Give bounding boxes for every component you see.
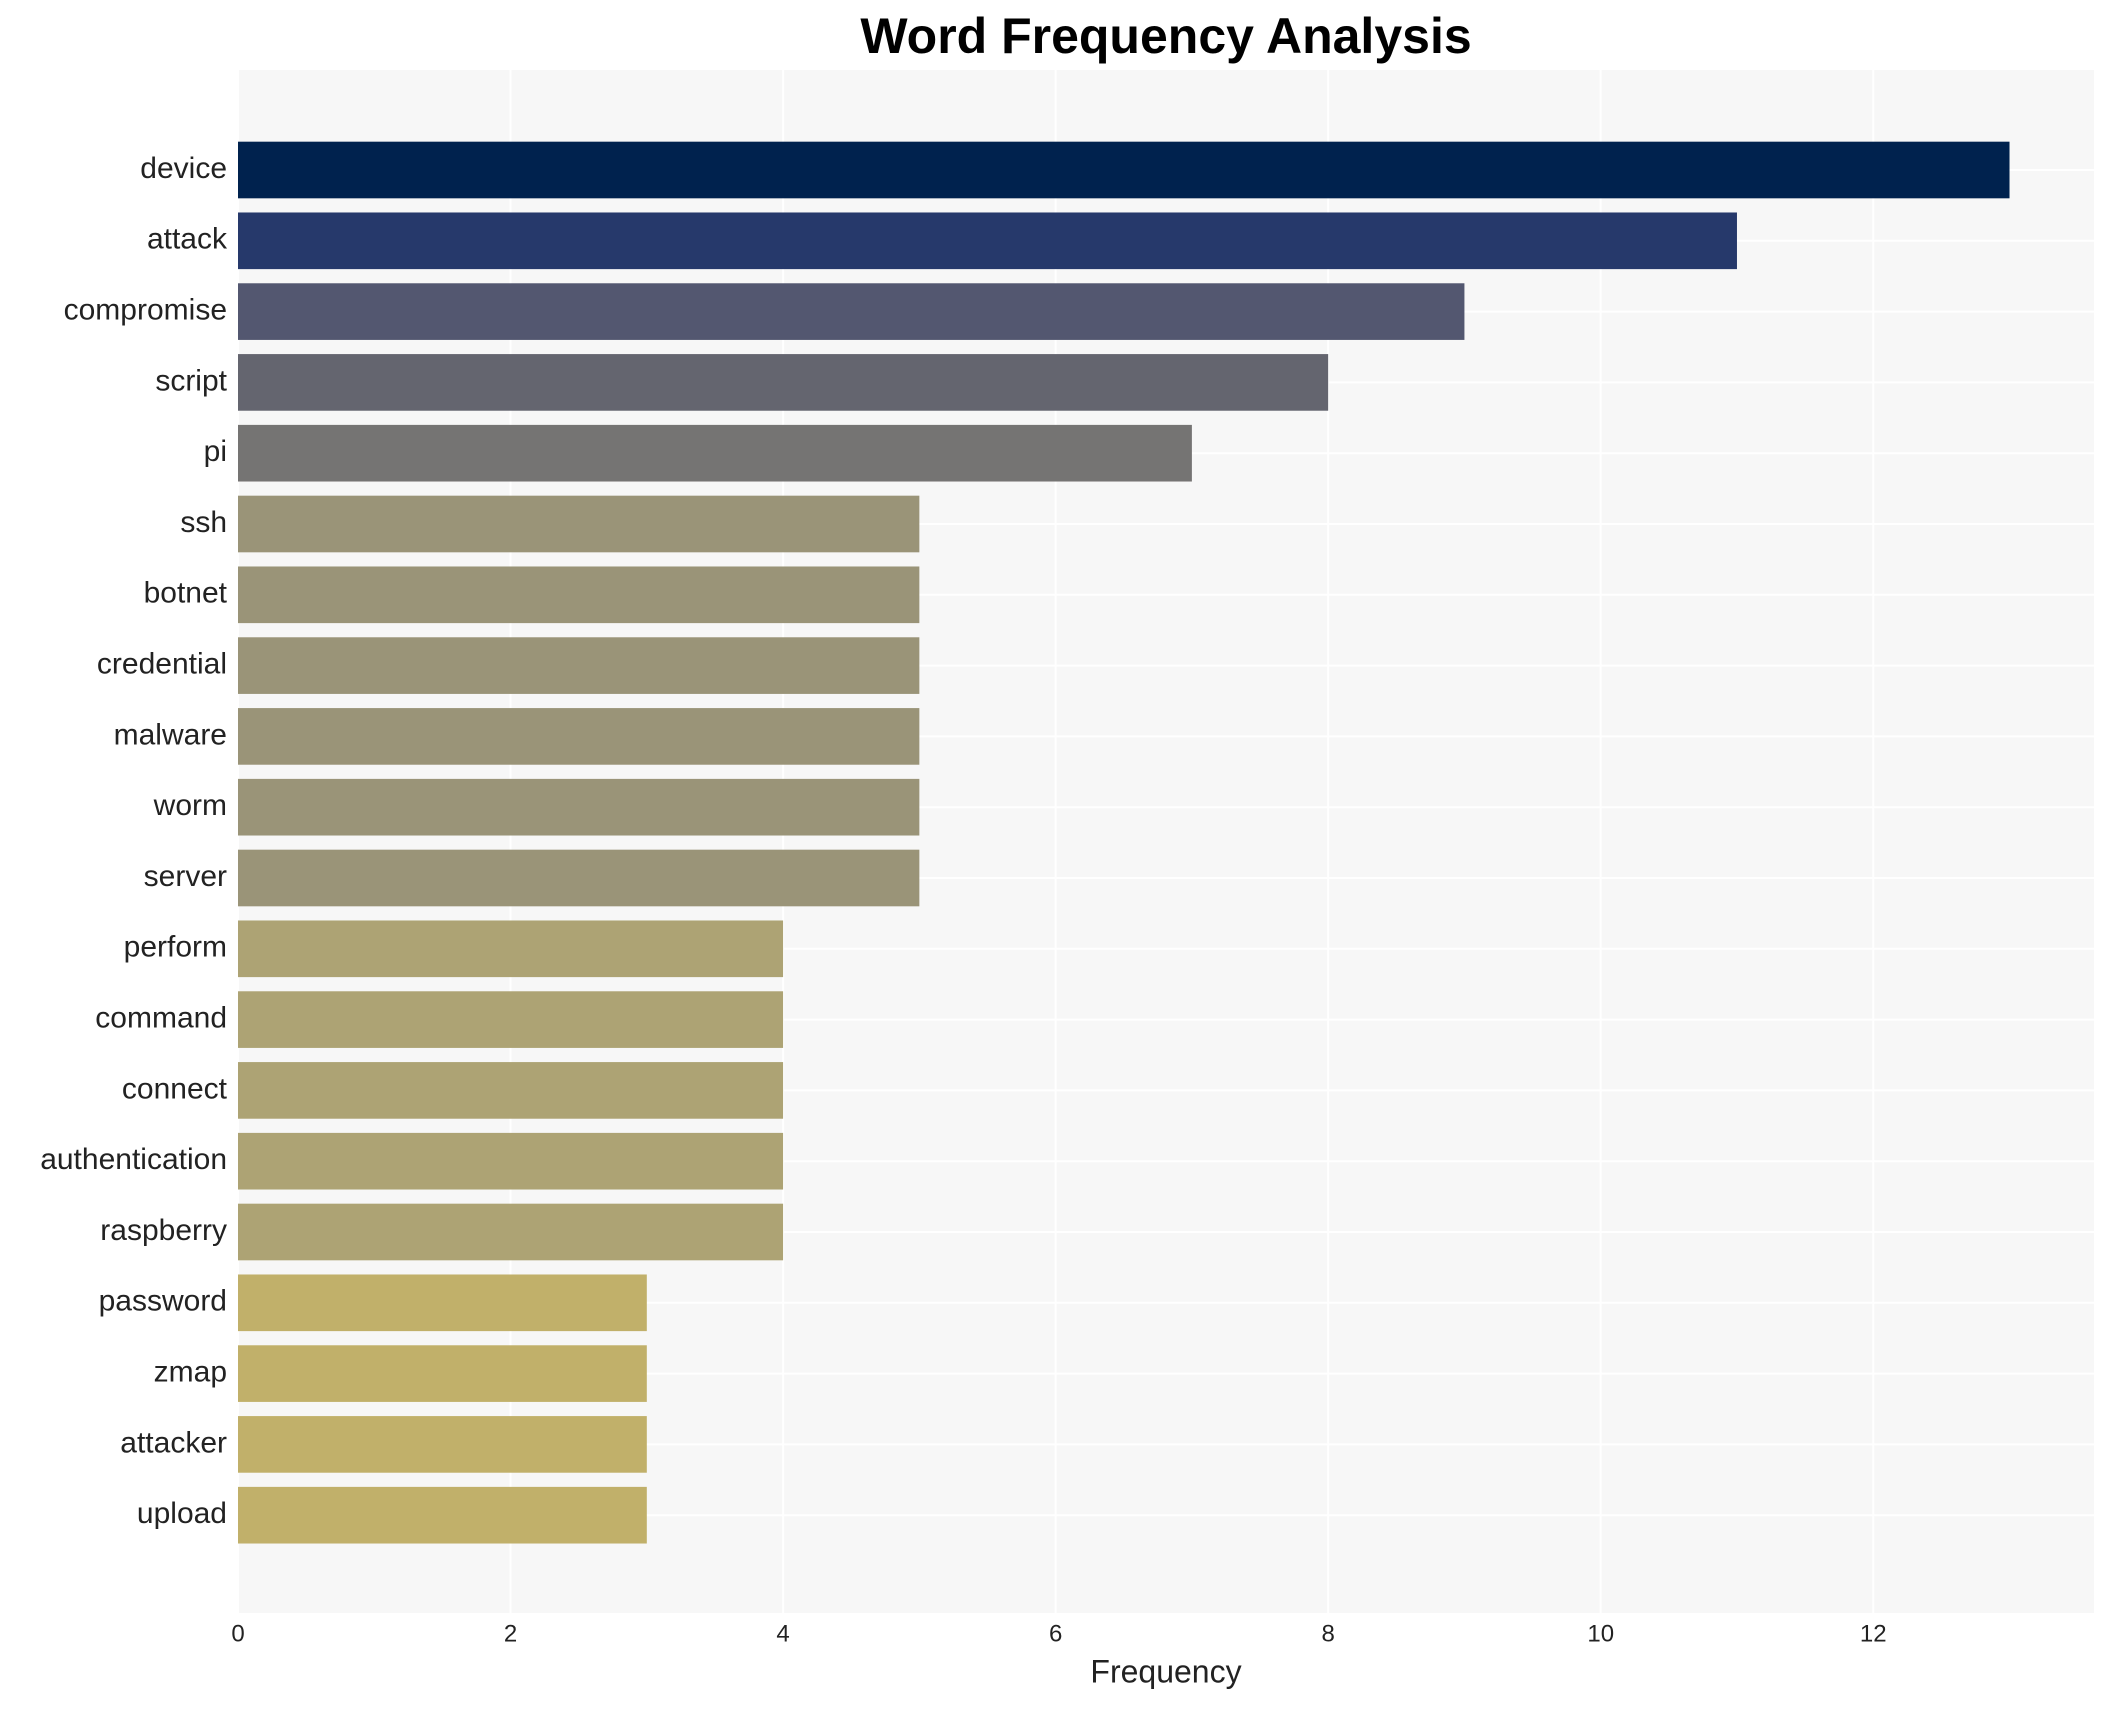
y-tick-label: credential [97, 648, 227, 681]
y-tick-label: authentication [40, 1143, 227, 1176]
y-tick-label: server [144, 860, 227, 893]
bar [238, 637, 920, 694]
y-tick-label: perform [124, 931, 227, 964]
bar [238, 495, 920, 553]
y-tick-label: connect [122, 1072, 228, 1105]
bar [238, 424, 1192, 482]
y-tick-label: attack [147, 223, 228, 256]
bar [238, 212, 1737, 270]
y-tick-label: ssh [180, 506, 227, 539]
x-tick-label: 10 [1587, 1620, 1614, 1647]
y-tick-label: botnet [144, 577, 228, 610]
y-tick-label: device [140, 152, 227, 185]
bar [238, 708, 920, 765]
x-tick-label: 8 [1321, 1620, 1334, 1647]
bar [238, 1416, 647, 1473]
bar [238, 991, 784, 1048]
bar [238, 1132, 784, 1190]
bar [238, 778, 920, 836]
y-tick-label: zmap [154, 1356, 227, 1389]
x-tick-label: 6 [1049, 1620, 1062, 1647]
bar [238, 1486, 647, 1544]
bar [238, 1203, 784, 1261]
y-tick-label: script [155, 364, 227, 397]
bar [238, 849, 920, 907]
bar [238, 354, 1329, 411]
y-tick-label: raspberry [100, 1214, 227, 1247]
y-tick-label: upload [137, 1497, 227, 1530]
bar [238, 283, 1465, 340]
y-tick-label: command [95, 1002, 227, 1035]
bar [238, 1345, 647, 1402]
y-tick-label: malware [114, 718, 227, 751]
x-tick-label: 0 [231, 1620, 244, 1647]
x-axis-label: Frequency [1090, 1653, 1241, 1689]
x-tick-label: 4 [776, 1620, 789, 1647]
x-tick-label: 12 [1860, 1620, 1887, 1647]
bar [238, 1062, 784, 1119]
bar [238, 920, 784, 978]
y-tick-label: worm [153, 789, 227, 822]
bar [238, 1274, 647, 1332]
chart-title: Word Frequency Analysis [860, 8, 1471, 64]
x-tick-label: 2 [504, 1620, 517, 1647]
y-tick-label: attacker [120, 1426, 227, 1459]
bar [238, 566, 920, 624]
y-tick-label: compromise [64, 294, 227, 327]
bar [238, 141, 2010, 199]
y-tick-label: pi [204, 435, 227, 468]
y-tick-label: password [99, 1285, 227, 1318]
